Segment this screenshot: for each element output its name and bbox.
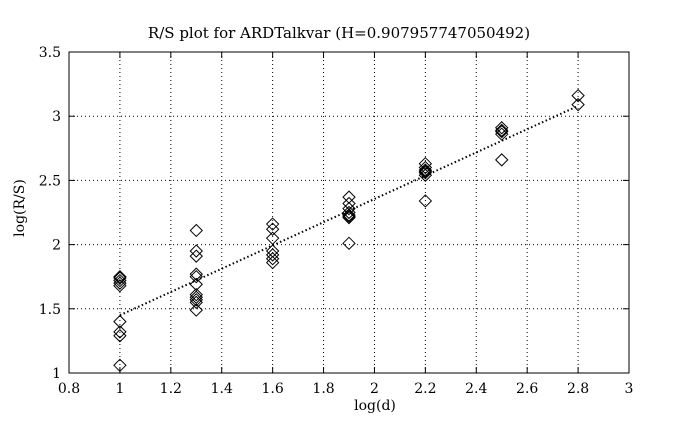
y-tick-label: 2 xyxy=(52,238,61,254)
x-tick-label: 1.2 xyxy=(160,381,182,397)
data-point xyxy=(113,314,127,329)
data-point xyxy=(342,208,356,222)
data-point xyxy=(265,244,280,258)
x-tick-label: 2.6 xyxy=(516,381,538,397)
grid-layer xyxy=(69,52,629,373)
data-point xyxy=(495,153,509,167)
x-axis-label: log(d) xyxy=(354,398,396,414)
data-point xyxy=(189,295,203,310)
data-point xyxy=(113,358,127,373)
data-point xyxy=(189,249,203,263)
x-tick-label: 0.8 xyxy=(58,381,80,397)
chart-title: R/S plot for ARDTalkvar (H=0.90795774705… xyxy=(147,24,531,42)
y-tick-label: 1.5 xyxy=(39,302,61,318)
data-point xyxy=(189,269,203,284)
tick-layer: 0.8 1 1.2 1.4 1.6 1.8 2 2.2 2.4 2.6 2.8 311.522.533… xyxy=(39,45,634,397)
data-point xyxy=(265,255,280,270)
data-point xyxy=(342,236,356,251)
data-point xyxy=(265,222,280,236)
data-point xyxy=(265,217,280,231)
data-point xyxy=(189,290,203,304)
axes-box xyxy=(68,51,630,374)
x-tick-label: 1.6 xyxy=(262,381,284,397)
x-tick-label: 2.8 xyxy=(567,381,589,397)
data-point xyxy=(113,329,127,343)
x-tick-label: 2.4 xyxy=(465,381,487,397)
data-point xyxy=(418,157,433,171)
data-point xyxy=(189,277,203,292)
x-tick-label: 2.2 xyxy=(414,381,436,397)
x-tick-label: 1 xyxy=(115,381,124,397)
data-point xyxy=(418,194,433,208)
x-tick-label: 2 xyxy=(370,381,379,397)
data-point xyxy=(265,248,280,262)
data-point xyxy=(342,196,356,211)
data-point xyxy=(113,271,127,285)
y-tick-label: 3 xyxy=(52,109,61,125)
data-point xyxy=(189,303,203,317)
data-point xyxy=(265,231,280,245)
data-point xyxy=(189,267,203,281)
y-tick-label: 3.5 xyxy=(39,45,61,61)
data-point xyxy=(571,88,585,103)
data-point xyxy=(342,201,356,216)
data-point xyxy=(418,165,433,180)
data-point xyxy=(113,325,127,339)
data-point xyxy=(418,163,433,177)
y-axis-label: log(R/S) xyxy=(12,179,28,237)
data-point xyxy=(342,190,356,204)
x-tick-label: 1.8 xyxy=(312,381,334,397)
data-point xyxy=(189,293,203,307)
x-tick-label: 3 xyxy=(625,381,634,397)
data-point xyxy=(113,278,127,293)
x-tick-label: 1.4 xyxy=(211,381,233,397)
data-point xyxy=(189,287,203,302)
marker-layer xyxy=(113,88,585,373)
data-point xyxy=(495,121,509,135)
data-point xyxy=(189,244,203,258)
y-tick-label: 2.5 xyxy=(39,173,61,189)
data-point xyxy=(113,276,127,290)
data-point xyxy=(113,269,127,284)
y-tick-label: 1 xyxy=(52,366,61,382)
data-point xyxy=(342,210,356,225)
data-point xyxy=(265,252,280,266)
data-point xyxy=(189,223,203,238)
data-point xyxy=(571,97,585,112)
data-point xyxy=(495,123,509,138)
